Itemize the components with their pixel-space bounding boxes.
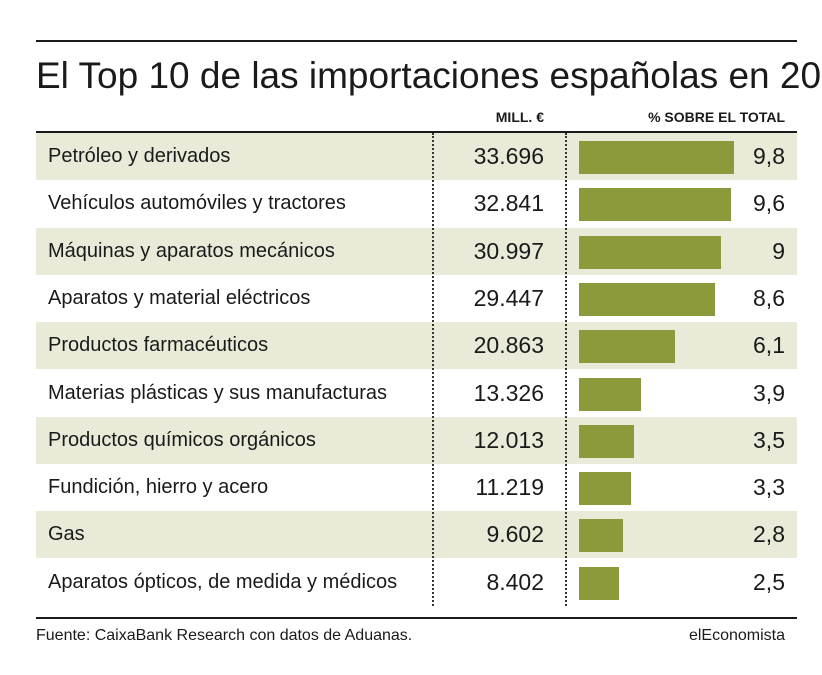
table-row: Vehículos automóviles y tractores 32.841 9…	[36, 180, 797, 227]
row-value-mill: 12.013	[473, 426, 544, 453]
top-rule	[36, 40, 797, 42]
column-header-percent: % SOBRE EL TOTAL	[648, 109, 785, 125]
percent-bar	[579, 235, 722, 269]
dotted-separator-value-bar	[565, 133, 567, 606]
header-rule	[36, 131, 797, 133]
row-label: Productos farmacéuticos	[48, 334, 269, 357]
row-value-mill: 29.447	[473, 284, 544, 311]
row-label: Fundición, hierro y acero	[48, 476, 269, 499]
table-row: Gas 9.602 2,8	[36, 511, 797, 559]
table-row: Fundición, hierro y acero 11.219 3,3	[36, 464, 797, 511]
table-row: Aparatos ópticos, de medida y médicos 8.4…	[36, 559, 797, 606]
row-label: Máquinas y aparatos mecánicos	[48, 239, 335, 262]
percent-bar	[579, 566, 619, 600]
table-row: Materias plásticas y sus manufacturas 13.…	[36, 370, 797, 417]
percent-bar	[579, 141, 734, 174]
table-row: Aparatos y material eléctricos 29.447 8,6	[36, 275, 797, 322]
row-label: Aparatos y material eléctricos	[48, 286, 311, 309]
source-note: Fuente: CaixaBank Research con datos de …	[36, 627, 413, 644]
row-label: Materias plásticas y sus manufacturas	[48, 381, 388, 404]
row-value-percent: 9	[772, 237, 785, 264]
table-row: Petróleo y derivados 33.696 9,8	[36, 133, 797, 180]
column-header-mill: MILL. €	[495, 109, 544, 125]
table-row: Máquinas y aparatos mecánicos 30.997 9	[36, 227, 797, 275]
table-row: Productos químicos orgánicos 12.013 3,5	[36, 416, 797, 464]
row-value-mill: 33.696	[473, 143, 544, 169]
row-value-percent: 9,6	[753, 190, 785, 217]
row-label: Gas	[48, 523, 85, 546]
row-value-mill: 9.602	[486, 521, 544, 548]
percent-bar	[579, 330, 676, 364]
row-value-percent: 3,5	[753, 426, 785, 453]
row-label: Petróleo y derivados	[48, 145, 231, 167]
percent-bar	[579, 188, 731, 222]
row-value-percent: 3,9	[753, 379, 785, 406]
row-value-mill: 8.402	[486, 568, 544, 595]
table-row: Productos farmacéuticos 20.863 6,1	[36, 322, 797, 370]
row-value-mill: 20.863	[473, 332, 544, 359]
row-value-mill: 13.326	[473, 379, 544, 406]
row-value-percent: 2,8	[753, 521, 785, 548]
percent-bar	[579, 282, 716, 316]
row-value-mill: 32.841	[473, 190, 544, 217]
row-value-percent: 8,6	[753, 284, 785, 311]
percent-bar	[579, 519, 624, 553]
bottom-rule	[36, 617, 797, 619]
row-label: Aparatos ópticos, de medida y médicos	[48, 570, 398, 593]
row-value-mill: 30.997	[473, 237, 544, 264]
row-value-mill: 11.219	[475, 474, 544, 501]
row-value-percent: 3,3	[753, 474, 785, 501]
row-value-percent: 9,8	[753, 143, 785, 169]
percent-bar	[579, 377, 641, 411]
percent-bar	[579, 472, 632, 506]
percent-bar	[579, 424, 635, 458]
row-value-percent: 6,1	[753, 332, 785, 359]
brand-logo: elEconomista	[688, 627, 785, 644]
row-label: Vehículos automóviles y tractores	[48, 192, 346, 215]
dotted-separator-label-value	[432, 133, 434, 606]
row-label: Productos químicos orgánicos	[48, 428, 316, 451]
chart-title: El Top 10 de las importaciones españolas…	[36, 55, 822, 96]
row-value-percent: 2,5	[753, 568, 785, 595]
